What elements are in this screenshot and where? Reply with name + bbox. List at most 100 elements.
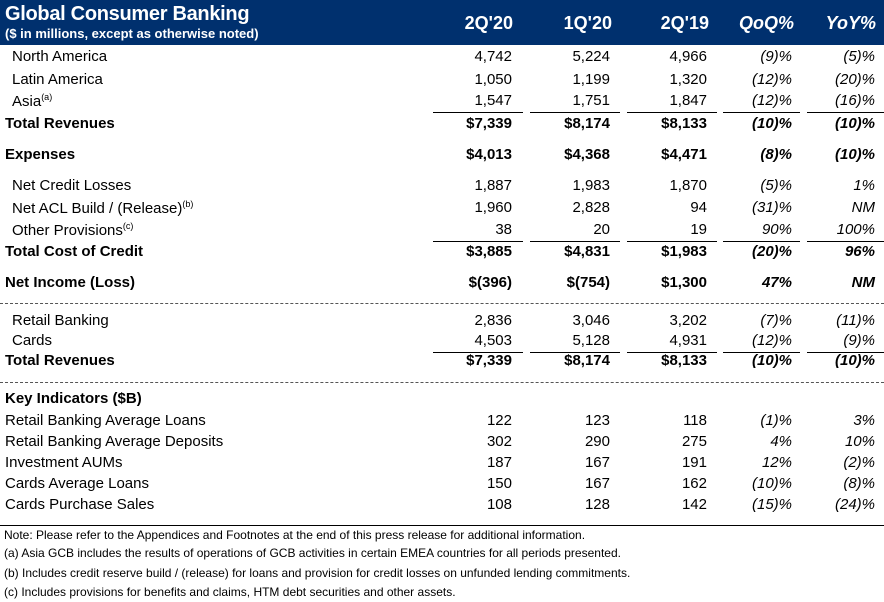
footnote-marker: (a) bbox=[41, 92, 53, 102]
row-label: Investment AUMs bbox=[5, 454, 123, 471]
table-row: Retail Banking 2,836 3,046 3,202 (7)% (11)% bbox=[0, 312, 884, 332]
row-label: North America bbox=[12, 48, 107, 65]
cell-2q19: 3,202 bbox=[669, 312, 707, 329]
cell-qoq: (10)% bbox=[751, 115, 792, 132]
cell-2q20: 122 bbox=[486, 412, 512, 429]
row-label-text: Other Provisions bbox=[12, 222, 123, 239]
cell-2q19: 162 bbox=[681, 475, 707, 492]
cell-yoy: (2)% bbox=[843, 454, 875, 471]
cell-2q19: 1,870 bbox=[669, 177, 707, 194]
row-label: Cards Purchase Sales bbox=[5, 496, 154, 513]
cell-2q20: $3,885 bbox=[466, 243, 512, 260]
cell-qoq: (31)% bbox=[751, 199, 792, 216]
row-label-text: Net Credit Losses bbox=[12, 177, 132, 194]
cell-2q19: 1,320 bbox=[669, 71, 707, 88]
subtotal-underline bbox=[723, 352, 800, 353]
row-label-text: Key Indicators ($B) bbox=[5, 390, 142, 407]
cell-1q20: 1,983 bbox=[572, 177, 610, 194]
cell-qoq: 47% bbox=[761, 274, 792, 291]
cell-qoq: 90% bbox=[761, 221, 792, 238]
cell-2q19: 4,931 bbox=[669, 332, 707, 349]
row-label-text: Cards Average Loans bbox=[5, 475, 149, 492]
cell-qoq: (10)% bbox=[751, 352, 792, 369]
cell-2q19: 19 bbox=[690, 221, 707, 238]
cell-yoy: (24)% bbox=[834, 496, 875, 513]
column-header-1q20: 1Q'20 bbox=[563, 13, 612, 33]
table-row: Key Indicators ($B) bbox=[0, 390, 884, 410]
cell-qoq: (5)% bbox=[760, 177, 792, 194]
row-label: Expenses bbox=[5, 146, 75, 163]
table-row: Net ACL Build / (Release)(b) 1,960 2,828 94… bbox=[0, 199, 884, 219]
cell-yoy: 96% bbox=[844, 243, 875, 260]
cell-2q20: 4,503 bbox=[474, 332, 512, 349]
subtotal-underline bbox=[433, 241, 523, 242]
cell-2q20: 187 bbox=[486, 454, 512, 471]
cell-1q20: $(754) bbox=[566, 274, 610, 291]
subtotal-underline bbox=[723, 241, 800, 242]
cell-yoy: (10)% bbox=[834, 115, 875, 132]
cell-yoy: 3% bbox=[853, 412, 875, 429]
divider-dashed bbox=[0, 382, 884, 383]
cell-yoy: (11)% bbox=[836, 312, 875, 329]
row-label-text: Retail Banking Average Loans bbox=[5, 412, 206, 429]
cell-2q20: $7,339 bbox=[466, 115, 512, 132]
subtotal-underline bbox=[433, 112, 523, 113]
table-row: Total Revenues $7,339 $8,174 $8,133 (10)% (10… bbox=[0, 115, 884, 135]
subtotal-underline bbox=[530, 352, 620, 353]
cell-2q20: 302 bbox=[486, 433, 512, 450]
row-label-text: Total Revenues bbox=[5, 115, 115, 132]
cell-2q19: $1,300 bbox=[661, 274, 707, 291]
cell-yoy: (9)% bbox=[843, 332, 875, 349]
row-label-text: Latin America bbox=[12, 71, 103, 88]
cell-1q20: 5,224 bbox=[572, 48, 610, 65]
row-label: Other Provisions(c) bbox=[12, 221, 133, 239]
subtotal-underline bbox=[807, 241, 884, 242]
table-row: Retail Banking Average Loans 122 123 118 (1)… bbox=[0, 412, 884, 432]
row-label-text: North America bbox=[12, 48, 108, 65]
cell-1q20: 20 bbox=[593, 221, 610, 238]
row-label-text: Expenses bbox=[5, 146, 76, 163]
subtotal-underline bbox=[530, 241, 620, 242]
column-header-yoy: YoY% bbox=[825, 13, 876, 33]
row-label: Cards Average Loans bbox=[5, 475, 149, 492]
cell-1q20: 167 bbox=[584, 475, 610, 492]
cell-2q19: 275 bbox=[681, 433, 707, 450]
table-row: Total Cost of Credit $3,885 $4,831 $1,983 (2… bbox=[0, 243, 884, 263]
note-general: Note: Please refer to the Appendices and… bbox=[4, 528, 586, 542]
page-title: Global Consumer Banking bbox=[5, 3, 250, 25]
cell-qoq: (20)% bbox=[751, 243, 792, 260]
cell-2q20: $4,013 bbox=[466, 146, 512, 163]
table-row: Expenses $4,013 $4,368 $4,471 (8)% (10)% bbox=[0, 146, 884, 166]
cell-qoq: (8)% bbox=[760, 146, 792, 163]
cell-yoy: (16)% bbox=[834, 92, 875, 109]
row-label-text: Investment AUMs bbox=[5, 454, 123, 471]
cell-1q20: $8,174 bbox=[564, 115, 610, 132]
row-label: Total Cost of Credit bbox=[5, 243, 143, 260]
cell-yoy: 100% bbox=[836, 221, 875, 238]
row-label: Key Indicators ($B) bbox=[5, 390, 142, 407]
row-label: Retail Banking Average Deposits bbox=[5, 433, 223, 450]
cell-qoq: (7)% bbox=[760, 312, 792, 329]
cell-yoy: NM bbox=[851, 274, 875, 291]
row-label: Total Revenues bbox=[5, 115, 115, 132]
row-label-text: Cards Purchase Sales bbox=[5, 496, 155, 513]
subtotal-underline bbox=[627, 352, 717, 353]
row-label-text: Retail Banking Average Deposits bbox=[5, 433, 224, 450]
cell-yoy: (20)% bbox=[834, 71, 875, 88]
row-label: Net ACL Build / (Release)(b) bbox=[12, 199, 193, 217]
column-header-2q20: 2Q'20 bbox=[464, 13, 513, 33]
table-row: Retail Banking Average Deposits 302 290 275… bbox=[0, 433, 884, 453]
row-label: Asia(a) bbox=[12, 92, 52, 110]
cell-2q19: $1,983 bbox=[661, 243, 707, 260]
cell-yoy: (10)% bbox=[834, 146, 875, 163]
cell-2q20: 4,742 bbox=[474, 48, 512, 65]
subtotal-underline bbox=[433, 352, 523, 353]
cell-2q19: 118 bbox=[683, 412, 707, 429]
table-row: Cards 4,503 5,128 4,931 (12)% (9)% bbox=[0, 332, 884, 352]
cell-2q20: $7,339 bbox=[466, 352, 512, 369]
cell-yoy: 10% bbox=[844, 433, 875, 450]
cell-yoy: 1% bbox=[853, 177, 875, 194]
cell-qoq: (1)% bbox=[760, 412, 792, 429]
cell-1q20: 128 bbox=[584, 496, 610, 513]
cell-2q20: 38 bbox=[495, 221, 512, 238]
